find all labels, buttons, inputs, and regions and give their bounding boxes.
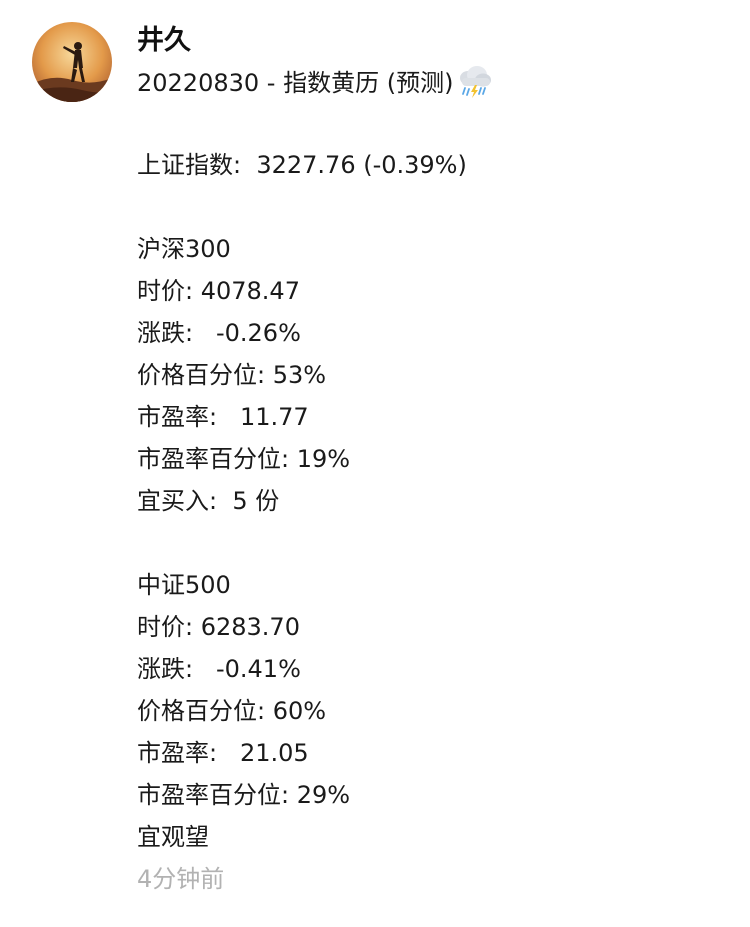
zz500-price-percentile: 价格百分位: 60%	[137, 697, 327, 725]
rain-cloud-icon	[455, 65, 493, 110]
hs300-price-percentile: 价格百分位: 53%	[137, 361, 327, 389]
zz500-name: 中证500	[137, 571, 231, 599]
post: 井久 20220830 - 指数黄历 (预测) 上证指数: 3227.76 (-…	[137, 18, 730, 900]
zz500-change: 涨跌: -0.41%	[137, 655, 301, 683]
avatar[interactable]	[32, 22, 112, 102]
post-title: 20220830 - 指数黄历 (预测)	[137, 64, 730, 102]
author-name[interactable]: 井久	[137, 25, 191, 56]
avatar-image	[32, 22, 112, 102]
hs300-price: 时价: 4078.47	[137, 277, 300, 305]
hs300-advice: 宜买入: 5 份	[137, 487, 280, 515]
post-timestamp: 4分钟前	[137, 865, 225, 893]
sse-index-line: 上证指数: 3227.76 (-0.39%)	[137, 151, 467, 179]
spacer	[137, 186, 730, 228]
spacer	[137, 522, 730, 564]
post-title-text: 20220830 - 指数黄历 (预测)	[137, 69, 454, 97]
spacer	[137, 102, 730, 144]
hs300-change: 涨跌: -0.26%	[137, 319, 301, 347]
zz500-price: 时价: 6283.70	[137, 613, 300, 641]
hs300-name: 沪深300	[137, 235, 231, 263]
hs300-pe: 市盈率: 11.77	[137, 403, 309, 431]
zz500-pe-percentile: 市盈率百分位: 29%	[137, 781, 351, 809]
hs300-pe-percentile: 市盈率百分位: 19%	[137, 445, 351, 473]
zz500-advice: 宜观望	[137, 823, 209, 851]
zz500-pe: 市盈率: 21.05	[137, 739, 309, 767]
